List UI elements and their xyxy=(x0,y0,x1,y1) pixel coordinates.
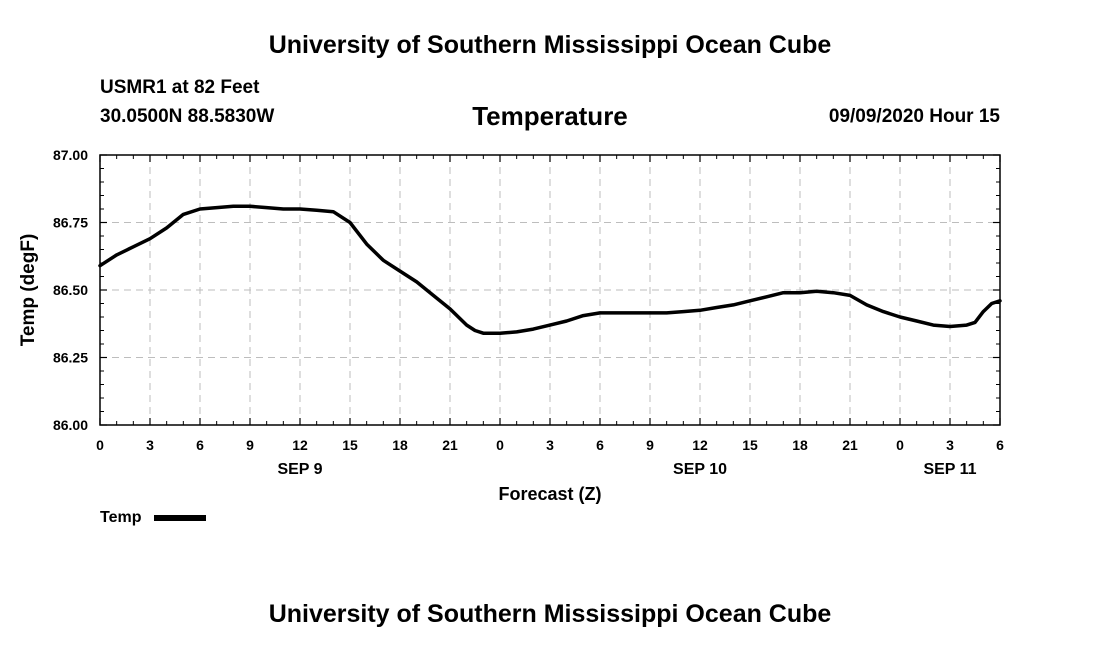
legend-swatch xyxy=(153,514,206,521)
y-tick-label: 86.75 xyxy=(53,215,88,231)
y-axis-ticks: 86.00 86.25 86.50 86.75 87.00 xyxy=(53,147,1000,433)
x-tick-label: 3 xyxy=(146,437,154,453)
y-tick-label: 86.00 xyxy=(53,417,88,433)
x-tick-label: 18 xyxy=(392,437,408,453)
x-tick-label: 3 xyxy=(946,437,954,453)
x-tick-label: 9 xyxy=(646,437,654,453)
station-coordinates: 30.0500N 88.5830W xyxy=(100,106,275,127)
page-title-top: University of Southern Mississippi Ocean… xyxy=(268,31,832,59)
date-label: SEP 11 xyxy=(923,461,976,478)
x-tick-label: 0 xyxy=(96,437,104,453)
x-tick-label: 15 xyxy=(742,437,758,453)
x-tick-label: 3 xyxy=(546,437,554,453)
x-tick-label: 21 xyxy=(442,437,458,453)
date-label: SEP 10 xyxy=(673,461,727,478)
series-layer xyxy=(98,204,1002,335)
x-tick-label: 12 xyxy=(692,437,708,453)
station-label: USMR1 at 82 Feet xyxy=(100,77,260,98)
date-label: SEP 9 xyxy=(277,461,322,478)
date-labels: SEP 9 SEP 10 SEP 11 xyxy=(277,461,976,478)
x-tick-label: 0 xyxy=(496,437,504,453)
x-tick-label: 0 xyxy=(896,437,904,453)
forecast-datetime: 09/09/2020 Hour 15 xyxy=(828,106,1000,127)
grid-lines xyxy=(100,155,1000,425)
x-tick-label: 9 xyxy=(246,437,254,453)
x-tick-label: 6 xyxy=(196,437,204,453)
x-tick-label: 6 xyxy=(996,437,1004,453)
temp-series-line xyxy=(98,204,1002,335)
y-tick-label: 86.25 xyxy=(53,350,88,366)
temperature-chart: 86.00 86.25 86.50 86.75 87.00 0 3 6 9 12 15 18 21 0 3… xyxy=(18,147,1004,504)
x-tick-label: 6 xyxy=(596,437,604,453)
x-tick-label: 21 xyxy=(842,437,858,453)
legend: Temp xyxy=(100,509,206,527)
y-axis-title: Temp (degF) xyxy=(18,234,39,347)
x-axis-ticks: 0 3 6 9 12 15 18 21 0 3 6 9 12 15 18 21 0 3 6 xyxy=(96,155,1004,453)
legend-label: Temp xyxy=(100,509,142,526)
y-tick-label: 86.50 xyxy=(53,282,88,298)
x-tick-label: 15 xyxy=(342,437,358,453)
x-tick-label: 18 xyxy=(792,437,808,453)
variable-title: Temperature xyxy=(472,101,628,131)
page-title-bottom: University of Southern Mississippi Ocean… xyxy=(268,600,832,628)
x-tick-label: 12 xyxy=(292,437,308,453)
x-axis-title: Forecast (Z) xyxy=(498,484,601,504)
y-tick-label: 87.00 xyxy=(53,147,88,163)
